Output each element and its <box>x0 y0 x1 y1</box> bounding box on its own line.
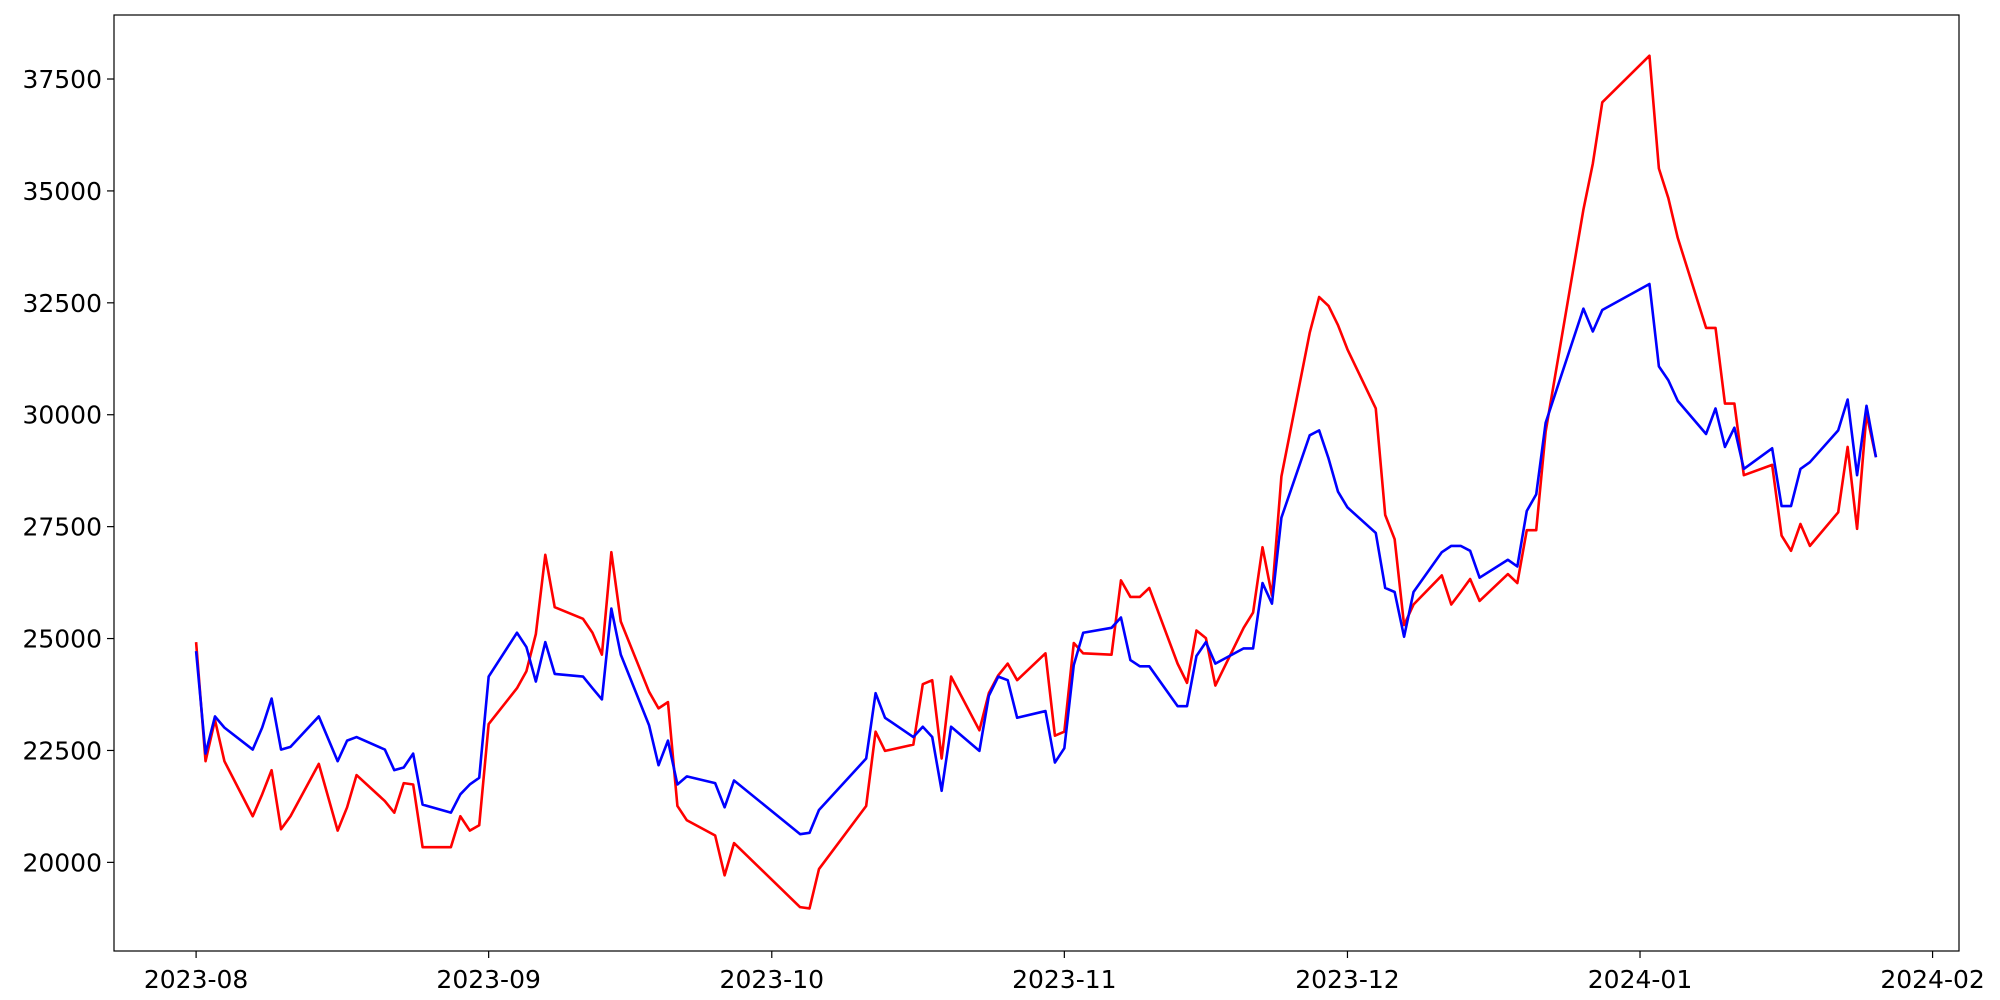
y-tick-label: 25000 <box>22 625 102 654</box>
x-tick-label: 2024-01 <box>1588 965 1692 994</box>
x-tick-label: 2023-09 <box>436 965 540 994</box>
x-tick-label: 2023-11 <box>1012 965 1116 994</box>
y-tick-label: 27500 <box>22 513 102 542</box>
y-tick-label: 32500 <box>22 289 102 318</box>
y-tick-label: 22500 <box>22 736 102 765</box>
x-tick-label: 2023-10 <box>720 965 824 994</box>
plot-frame <box>113 14 1960 952</box>
x-tick-label: 2024-02 <box>1880 965 1984 994</box>
x-tick-label: 2023-12 <box>1295 965 1399 994</box>
y-tick-label: 30000 <box>22 401 102 430</box>
y-tick-label: 35000 <box>22 177 102 206</box>
y-tick-label: 37500 <box>22 65 102 94</box>
line-series <box>194 54 1878 910</box>
y-tick-label: 20000 <box>22 848 102 877</box>
line-series <box>194 282 1878 836</box>
x-tick-label: 2023-08 <box>144 965 248 994</box>
